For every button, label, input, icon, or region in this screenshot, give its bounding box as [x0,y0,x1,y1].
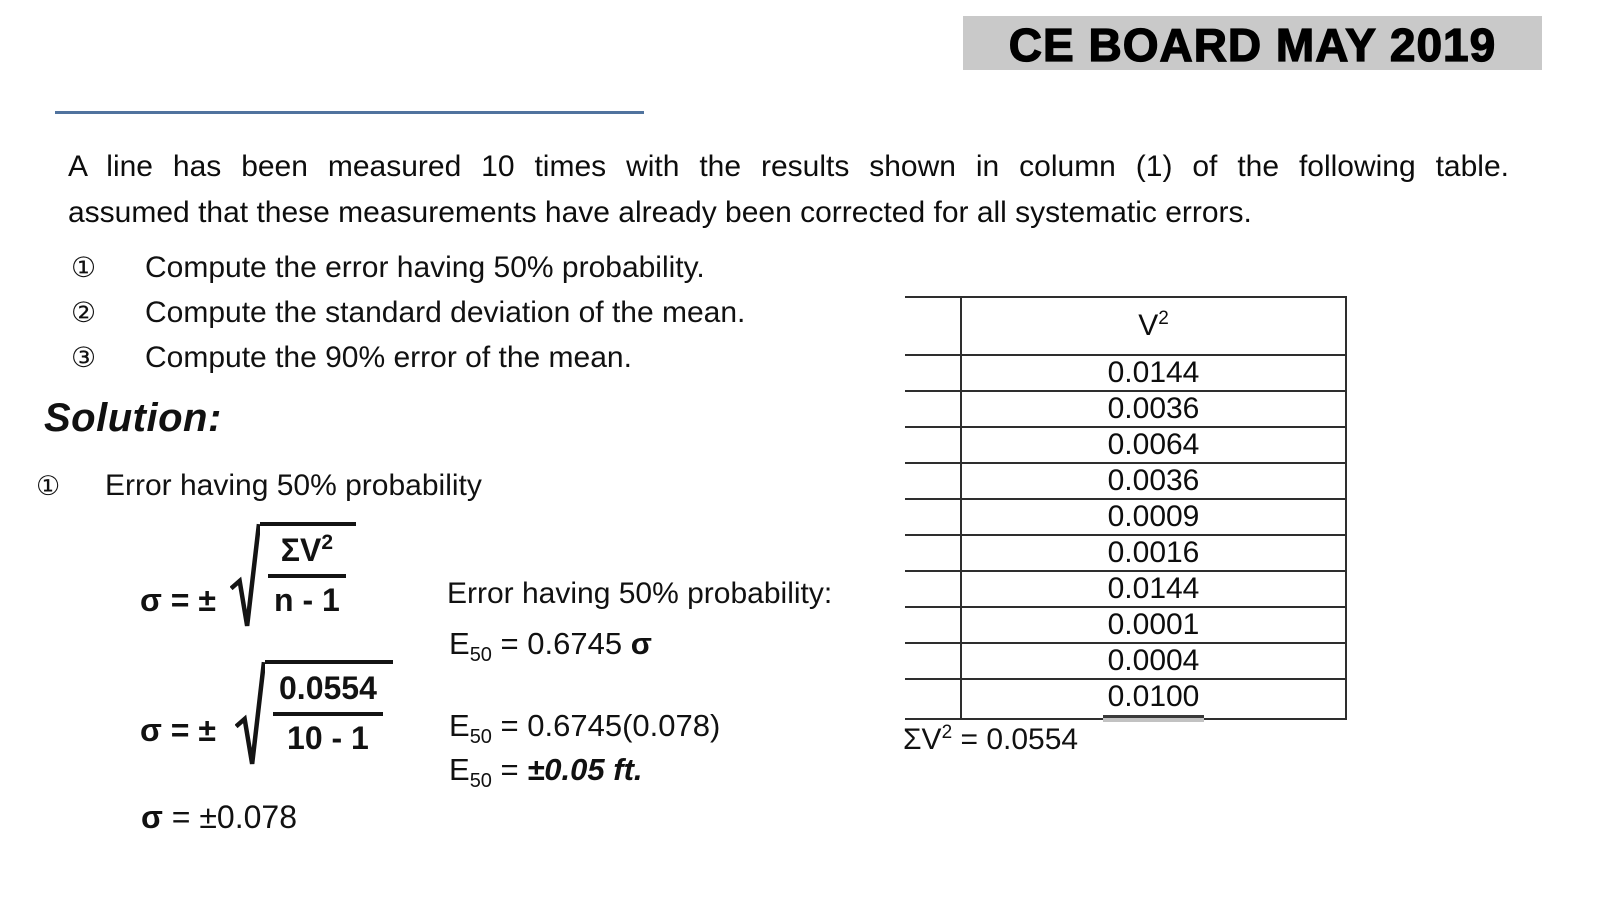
v-squared-table: V2 0.0144 0.0036 0.0064 0.0036 0.0009 0.… [905,296,1347,720]
table-cell-empty [905,678,962,720]
sigma-result-line: σ = ±0.078 [141,799,297,836]
radicand: ΣV2 n - 1 [260,522,356,629]
fraction-numerator: 0.0554 [273,670,383,716]
e50-equation-symbolic: E50 = 0.6745 σ [449,626,652,667]
numerator-base: ΣV [280,532,322,568]
table-cell-value: 0.0144 [960,570,1347,608]
question-text-3: Compute the 90% error of the mean. [145,341,632,374]
question-marker-2: ② [71,296,97,329]
sigma-symbol: σ [141,799,163,835]
formula-lhs: σ = ± [140,582,216,618]
sigma-result-value: = ±0.078 [162,799,297,835]
square-root-expression: 0.0554 10 - 1 [235,660,393,767]
question-marker-1: ① [71,251,97,284]
square-root-icon [235,660,265,767]
table-cell-empty [905,642,962,680]
header-base: V [1138,309,1159,342]
e-symbol: E [449,626,470,661]
question-marker-3: ③ [71,341,97,374]
table-cell-empty [905,498,962,536]
e50-equation-substituted: E50 = 0.6745(0.078) [449,708,720,749]
underlined-sum-value: 0.0100 [1102,680,1205,718]
question-text-2: Compute the standard deviation of the me… [145,296,746,329]
table-row: 0.0036 [905,390,1347,428]
table-row: 0.0100 [905,678,1347,720]
table-cell-value: 0.0100 [960,678,1347,720]
sum-base: ΣV [903,723,942,756]
table-cell-value: 0.0036 [960,390,1347,428]
fraction: ΣV2 n - 1 [268,532,346,619]
equals-sign: = [491,752,528,787]
table-cell-empty [905,570,962,608]
formula-lhs: σ = ± [140,712,216,748]
table-cell-value: 0.0064 [960,426,1347,464]
problem-statement-line-2: assumed that these measurements have alr… [68,196,1252,229]
question-item-3: ③ Compute the 90% error of the mean. [71,341,632,375]
table-cell-empty [905,426,962,464]
table-row: 0.0036 [905,462,1347,500]
square-root-expression: ΣV2 n - 1 [230,522,356,629]
fraction-denominator: n - 1 [274,582,340,618]
sigma-formula-numeric: σ = ± 0.0554 10 - 1 [140,660,393,775]
equation-rhs: = 0.6745(0.078) [491,708,721,743]
final-answer-value: ±0.05 ft. [527,752,643,787]
table-row: 0.0009 [905,498,1347,536]
fraction-denominator: 10 - 1 [287,720,369,756]
sigma-symbol: σ [630,626,652,661]
sum-v-squared-label: ΣV2 = 0.0554 [903,723,1078,757]
e50-equation-result: E50 = ±0.05 ft. [449,752,643,793]
table-row: 0.0064 [905,426,1347,464]
table-cell-empty [905,462,962,500]
table-row: 0.0144 [905,354,1347,392]
table-cell-value: 0.0001 [960,606,1347,644]
solution-step-title: Error having 50% probability [105,469,482,502]
table-cell-value: 0.0004 [960,642,1347,680]
sum-exponent: 2 [941,722,953,743]
table-header-v-squared: V2 [960,296,1347,356]
e-subscript: 50 [469,726,492,748]
table-header-row: V2 [905,296,1347,356]
header-exponent: 2 [1158,308,1169,329]
e-subscript: 50 [469,770,492,792]
numerator-exponent: 2 [321,531,333,554]
square-root-icon [230,522,260,629]
table-cell-empty [905,534,962,572]
equation-rhs: = 0.6745 [491,626,631,661]
radicand: 0.0554 10 - 1 [265,660,393,767]
fraction-numerator: ΣV2 [268,532,346,578]
question-text-1: Compute the error having 50% probability… [145,251,705,284]
e-symbol: E [449,708,470,743]
table-cell-empty [905,390,962,428]
table-row: 0.0001 [905,606,1347,644]
e-symbol: E [449,752,470,787]
table-header-empty-cell [905,296,962,356]
table-cell-value: 0.0036 [960,462,1347,500]
board-exam-title: CE BOARD MAY 2019 [963,16,1542,72]
table-cell-empty [905,354,962,392]
question-item-1: ① Compute the error having 50% probabilit… [71,251,705,285]
solution-step-marker: ① [36,471,61,502]
fraction: 0.0554 10 - 1 [273,670,383,757]
sum-value: = 0.0554 [952,723,1079,756]
error-probability-label: Error having 50% probability: [447,577,833,610]
table-cell-value: 0.0016 [960,534,1347,572]
solution-step-header: ① Error having 50% probability [36,469,482,503]
sigma-formula-symbolic: σ = ± ΣV2 n - 1 [140,522,356,637]
table-row: 0.0016 [905,534,1347,572]
table-cell-value: 0.0009 [960,498,1347,536]
solution-heading: Solution: [44,396,222,440]
problem-statement-line-1: A line has been measured 10 times with t… [68,150,1509,183]
section-divider-line [55,111,644,114]
question-item-2: ② Compute the standard deviation of the m… [71,296,745,330]
e-subscript: 50 [469,644,492,666]
table-cell-empty [905,606,962,644]
table-cell-value: 0.0144 [960,354,1347,392]
table-row: 0.0004 [905,642,1347,680]
table-row: 0.0144 [905,570,1347,608]
